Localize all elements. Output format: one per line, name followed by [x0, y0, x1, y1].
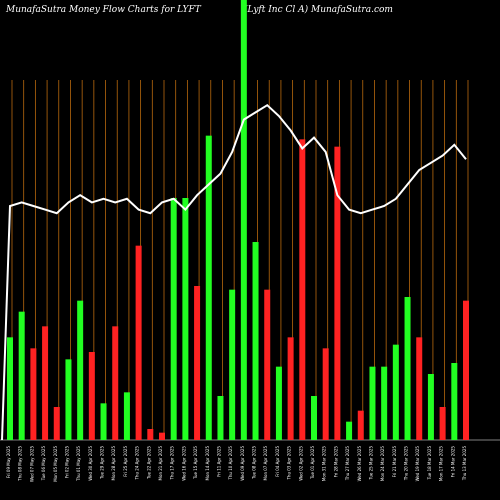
- money-flow-bar: [381, 366, 388, 440]
- money-flow-bar: [322, 348, 329, 440]
- money-flow-bar: [416, 337, 423, 440]
- bar-series: [7, 0, 469, 441]
- money-flow-bar: [439, 407, 446, 440]
- x-tick-label: Wed 26 Mar 2025: [357, 446, 362, 482]
- x-tick-label: Wed 09 Apr 2025: [240, 446, 245, 481]
- x-tick-label: Tue 18 Mar 2025: [427, 446, 432, 481]
- x-tick-label: Wed 19 Mar 2025: [415, 446, 420, 482]
- x-tick-label: Wed 02 Apr 2025: [298, 446, 303, 481]
- chart-title: MunafaSutra Money Flow Charts for LYFT: [6, 5, 201, 15]
- x-tick-label: Mon 24 Mar 2025: [380, 446, 385, 482]
- grid-lines: [0, 80, 500, 441]
- money-flow-bar: [112, 326, 119, 440]
- x-tick-label: Thu 01 May 2025: [76, 446, 81, 482]
- money-flow-bar: [357, 410, 364, 440]
- money-flow-bar: [194, 286, 201, 440]
- money-flow-bar: [334, 146, 341, 440]
- x-tick-label: Mon 31 Mar 2025: [322, 446, 327, 482]
- x-tick-label: Tue 29 Apr 2025: [100, 446, 105, 480]
- x-tick-labels: Fri 09 May 2025 Thu 08 May 2025 Wed 07 May…: [6, 446, 467, 483]
- x-tick-label: Wed 07 May 2025: [29, 446, 34, 483]
- x-tick-label: Mon 17 Mar 2025: [439, 446, 444, 482]
- money-flow-bar: [275, 366, 282, 440]
- money-flow-bar: [264, 289, 271, 440]
- money-flow-bar: [18, 311, 25, 440]
- x-tick-label: Thu 13 Mar 2025: [462, 446, 467, 482]
- x-tick-label: Fri 25 Apr 2025: [123, 446, 128, 477]
- money-flow-bar: [229, 289, 236, 440]
- money-flow-bar: [287, 337, 294, 440]
- money-flow-bar: [135, 245, 142, 440]
- money-flow-bar: [404, 297, 411, 440]
- money-flow-bar: [170, 198, 177, 440]
- money-flow-bar: [463, 300, 469, 440]
- x-tick-label: Fri 04 Apr 2025: [275, 446, 280, 477]
- x-tick-label: Fri 11 Apr 2025: [216, 446, 221, 477]
- price-line: [1, 103, 467, 441]
- money-flow-bar: [299, 139, 306, 441]
- x-tick-label: Fri 28 Mar 2025: [333, 446, 338, 478]
- x-tick-label: Mon 07 Apr 2025: [263, 446, 268, 481]
- money-flow-bar: [346, 421, 353, 440]
- x-tick-label: Wed 30 Apr 2025: [88, 446, 93, 481]
- money-flow-bar: [240, 0, 247, 440]
- money-flow-bar: [30, 348, 37, 440]
- money-flow-bar: [252, 242, 259, 440]
- price-line-series: [1, 103, 467, 441]
- money-flow-bar: [147, 429, 154, 440]
- x-tick-label: Mon 28 Apr 2025: [111, 446, 116, 481]
- x-tick-label: Mon 14 Apr 2025: [205, 446, 210, 481]
- money-flow-bar: [205, 135, 212, 440]
- money-flow-bar: [451, 363, 458, 440]
- money-flow-bar: [123, 392, 130, 440]
- x-tick-label: Fri 02 May 2025: [64, 446, 69, 479]
- x-tick-label: Tue 06 May 2025: [41, 446, 46, 482]
- x-tick-label: Fri 09 May 2025: [6, 446, 11, 479]
- money-flow-bar: [88, 352, 95, 440]
- money-flow-bar: [311, 396, 317, 440]
- money-flow-bar: [42, 326, 49, 440]
- money-flow-bar: [182, 198, 189, 440]
- x-tick-label: Fri 14 Mar 2025: [450, 446, 455, 478]
- x-tick-label: Wed 16 Apr 2025: [181, 446, 186, 481]
- money-flow-bar: [77, 300, 84, 440]
- x-tick-label: Mon 21 Apr 2025: [158, 446, 163, 481]
- x-tick-label: Thu 17 Apr 2025: [170, 446, 175, 481]
- money-flow-bar: [369, 366, 376, 440]
- x-tick-label: Fri 21 Mar 2025: [392, 446, 397, 478]
- money-flow-bar: [7, 337, 13, 440]
- x-tick-label: Tue 25 Mar 2025: [368, 446, 373, 481]
- money-flow-bar: [427, 374, 434, 440]
- money-flow-bar: [53, 407, 60, 440]
- x-tick-label: Thu 08 May 2025: [18, 446, 23, 482]
- x-tick-label: Thu 27 Mar 2025: [345, 446, 350, 482]
- money-flow-bar: [159, 432, 165, 440]
- x-tick-label: Thu 24 Apr 2025: [135, 446, 140, 481]
- x-tick-label: Tue 08 Apr 2025: [252, 446, 257, 480]
- x-tick-label: Mon 05 May 2025: [53, 446, 58, 482]
- chart-subtitle: (Lyft Inc Cl A) MunafaSutra.com: [244, 5, 393, 15]
- money-flow-bar: [100, 403, 107, 440]
- x-tick-label: Thu 03 Apr 2025: [287, 446, 292, 481]
- x-tick-label: Tue 15 Apr 2025: [193, 446, 198, 480]
- x-tick-label: Tue 01 Apr 2025: [310, 446, 315, 480]
- x-tick-label: Tue 22 Apr 2025: [146, 446, 151, 480]
- x-tick-label: Thu 20 Mar 2025: [404, 446, 409, 482]
- x-tick-label: Thu 10 Apr 2025: [228, 446, 233, 481]
- money-flow-bar: [217, 396, 224, 440]
- money-flow-bar: [65, 359, 72, 440]
- money-flow-bar: [392, 344, 399, 440]
